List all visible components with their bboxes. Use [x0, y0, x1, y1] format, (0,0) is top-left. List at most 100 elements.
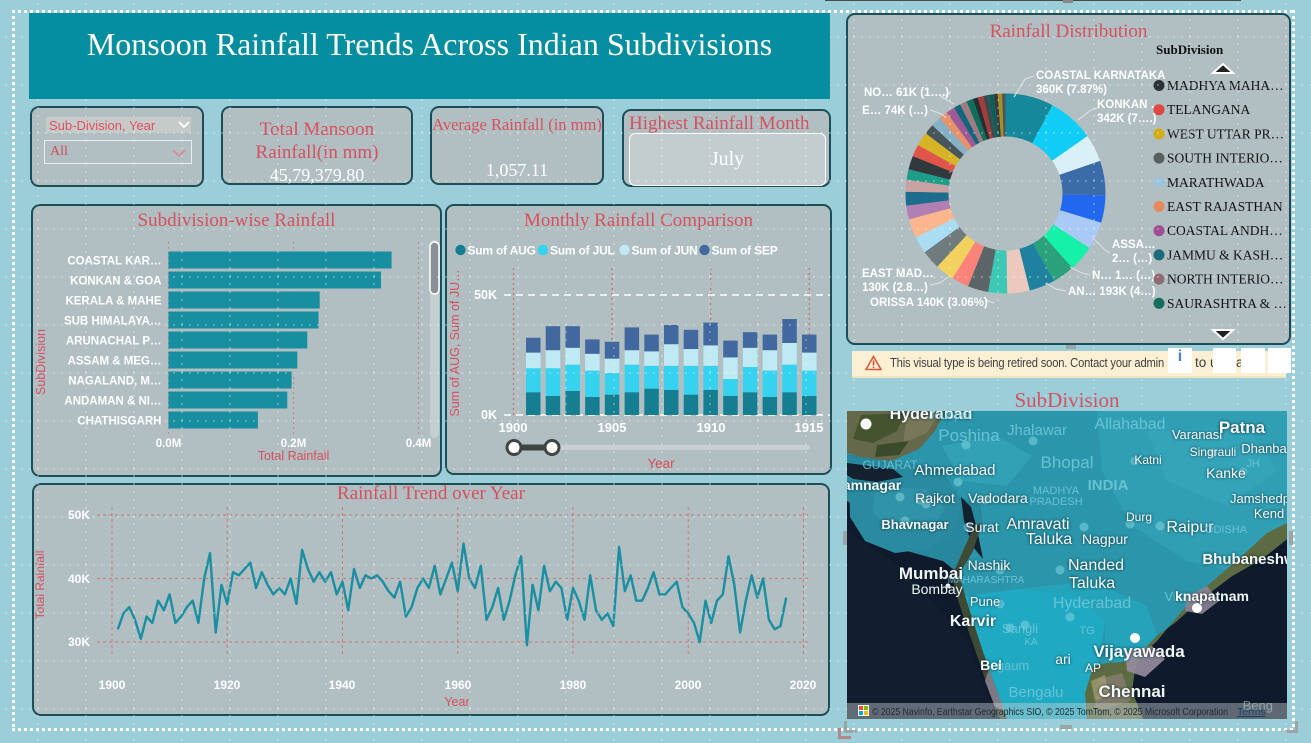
svg-text:E… 74K (…): E… 74K (…): [862, 105, 928, 117]
svg-text:360K (7.87%): 360K (7.87%): [1036, 84, 1107, 96]
svg-text:Singrauli: Singrauli: [1190, 445, 1237, 459]
svg-text:1980: 1980: [560, 678, 587, 692]
svg-text:Bhubaneshw: Bhubaneshw: [1202, 551, 1287, 568]
svg-text:Bengalu: Bengalu: [1008, 684, 1063, 701]
svg-text:Vadodara: Vadodara: [968, 490, 1028, 506]
svg-text:50K: 50K: [68, 508, 90, 522]
svg-text:ASSAM & MEG…: ASSAM & MEG…: [68, 356, 162, 368]
svg-text:Total Rainfall: Total Rainfall: [258, 449, 330, 463]
svg-text:Bombay: Bombay: [911, 581, 962, 597]
svg-text:0K: 0K: [481, 408, 497, 422]
svg-text:Kanke: Kanke: [1206, 465, 1246, 481]
svg-text:PRADESH: PRADESH: [1029, 496, 1082, 508]
svg-text:0.2M: 0.2M: [281, 438, 307, 450]
svg-text:ANDAMAN & NI…: ANDAMAN & NI…: [64, 396, 161, 408]
svg-text:30K: 30K: [68, 635, 90, 649]
svg-text:1915: 1915: [795, 420, 824, 435]
svg-text:gaum: gaum: [997, 658, 1030, 673]
svg-text:SOUTH INTERIO…: SOUTH INTERIO…: [1167, 151, 1283, 166]
svg-text:JH: JH: [1246, 458, 1260, 470]
svg-text:1900: 1900: [499, 420, 528, 435]
svg-text:0.0M: 0.0M: [156, 438, 182, 450]
svg-text:MADHYA MAHA…: MADHYA MAHA…: [1167, 78, 1284, 93]
svg-text:ASSA…: ASSA…: [1112, 239, 1155, 251]
svg-text:1910: 1910: [697, 420, 726, 435]
svg-text:ODISHA: ODISHA: [1205, 524, 1248, 536]
svg-text:Taluka: Taluka: [1069, 575, 1115, 592]
svg-text:TG: TG: [1079, 625, 1094, 637]
svg-text:Mumbai: Mumbai: [899, 564, 963, 583]
svg-text:Chennai: Chennai: [1098, 682, 1165, 701]
svg-text:Jamshedp: Jamshedp: [1230, 491, 1287, 506]
svg-text:40K: 40K: [68, 572, 90, 586]
svg-text:Year: Year: [647, 456, 675, 471]
svg-text:2020: 2020: [790, 678, 817, 692]
svg-text:KERALA & MAHE: KERALA & MAHE: [65, 296, 161, 308]
svg-text:130K (2.8…): 130K (2.8…): [862, 282, 928, 294]
svg-text:Katni: Katni: [1134, 453, 1161, 467]
svg-text:Bhavnagar: Bhavnagar: [881, 517, 948, 532]
svg-text:N… 1… (…): N… 1… (…): [1092, 270, 1155, 282]
svg-text:1960: 1960: [445, 678, 472, 692]
svg-text:JAMMU & KASH…: JAMMU & KASH…: [1167, 247, 1283, 262]
svg-text:Nanded: Nanded: [1068, 557, 1124, 574]
svg-text:Visa: Visa: [1164, 589, 1190, 604]
svg-text:1905: 1905: [598, 420, 627, 435]
svg-text:Terms: Terms: [1237, 706, 1266, 718]
svg-text:SAURASHTRA & …: SAURASHTRA & …: [1167, 296, 1287, 311]
svg-text:Hyderabad: Hyderabad: [890, 411, 973, 423]
svg-text:SubDivision: SubDivision: [1156, 42, 1224, 57]
svg-text:CHATHISGARH: CHATHISGARH: [77, 416, 161, 428]
svg-text:Jhalawar: Jhalawar: [1007, 422, 1067, 439]
svg-text:Year: Year: [444, 695, 469, 709]
svg-text:MAHARASHTRA: MAHARASHTRA: [948, 575, 1025, 586]
svg-text:1900: 1900: [99, 678, 126, 692]
svg-text:Surat: Surat: [965, 519, 999, 535]
svg-text:GUJARAT: GUJARAT: [862, 458, 918, 472]
svg-text:NORTH INTERIO…: NORTH INTERIO…: [1167, 272, 1284, 287]
svg-text:Nagpur: Nagpur: [1082, 531, 1128, 547]
svg-text:© 2025 Navinfo, Earthstar Geog: © 2025 Navinfo, Earthstar Geographics SI…: [872, 706, 1228, 718]
svg-text:WEST UTTAR PR…: WEST UTTAR PR…: [1167, 126, 1284, 141]
svg-text:MADHYA: MADHYA: [1033, 485, 1080, 497]
svg-text:Nashik: Nashik: [968, 557, 1012, 573]
svg-text:COASTAL KARNATAKA: COASTAL KARNATAKA: [1036, 70, 1165, 82]
svg-text:Patna: Patna: [1219, 418, 1266, 437]
svg-text:Allahabad: Allahabad: [1094, 416, 1165, 433]
svg-text:Sum of SEP: Sum of SEP: [712, 244, 778, 258]
svg-text:Jounpar: Jounpar: [928, 411, 971, 422]
svg-text:Bhopal: Bhopal: [1041, 453, 1094, 472]
svg-text:Raipur: Raipur: [1166, 519, 1214, 536]
svg-text:ari: ari: [1055, 651, 1071, 667]
svg-text:Hyderabad: Hyderabad: [1053, 595, 1131, 612]
svg-text:EAST RAJASTHAN: EAST RAJASTHAN: [1167, 199, 1283, 214]
svg-text:SUB HIMALAYA…: SUB HIMALAYA…: [64, 316, 162, 328]
svg-text:KONKAN …: KONKAN …: [1097, 99, 1162, 111]
svg-text:AN… 193K (4…): AN… 193K (4…): [1068, 286, 1156, 298]
svg-text:2000: 2000: [675, 678, 702, 692]
svg-text:Sangli: Sangli: [1002, 621, 1038, 636]
svg-text:0.4M: 0.4M: [406, 438, 432, 450]
svg-text:Taluka: Taluka: [1026, 531, 1072, 548]
svg-text:Amravati: Amravati: [1006, 516, 1069, 533]
svg-text:ORISSA 140K (3.06%): ORISSA 140K (3.06%): [870, 297, 988, 309]
svg-text:1920: 1920: [214, 678, 241, 692]
svg-text:Sum of JUL: Sum of JUL: [550, 244, 615, 258]
svg-text:Varanasi: Varanasi: [1172, 427, 1222, 442]
svg-text:KA: KA: [1024, 637, 1038, 648]
svg-text:Sum of JUN: Sum of JUN: [632, 244, 698, 258]
svg-text:Pune: Pune: [970, 594, 1000, 609]
svg-text:Ahmedabad: Ahmedabad: [915, 462, 996, 479]
svg-text:COASTAL ANDH…: COASTAL ANDH…: [1167, 223, 1283, 238]
svg-text:EAST MAD…: EAST MAD…: [862, 268, 934, 280]
svg-text:Bel: Bel: [980, 657, 1002, 673]
svg-text:Durg: Durg: [1126, 510, 1152, 524]
svg-text:Beng: Beng: [1243, 698, 1273, 713]
svg-text:KONKAN & GOA: KONKAN & GOA: [70, 276, 161, 288]
svg-text:Vijayawada: Vijayawada: [1093, 642, 1185, 661]
svg-text:COASTAL KAR…: COASTAL KAR…: [67, 256, 161, 268]
svg-text:Total Rainfall: Total Rainfall: [34, 551, 47, 620]
svg-text:NAGALAND, M…: NAGALAND, M…: [68, 376, 161, 388]
svg-text:50K: 50K: [474, 288, 497, 302]
svg-text:AP: AP: [1085, 661, 1101, 675]
